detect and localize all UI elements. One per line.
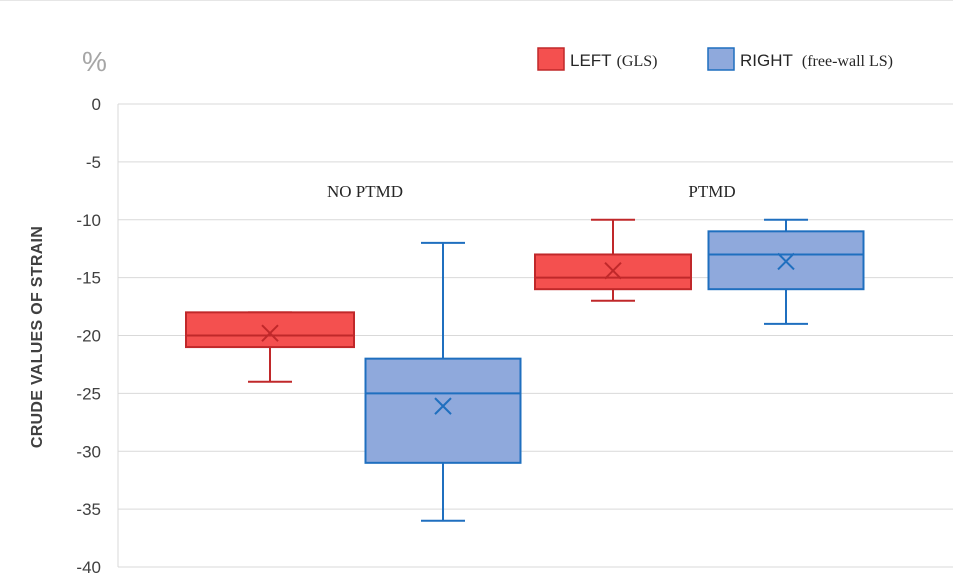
legend: LEFT (GLS) RIGHT (free-wall LS)	[537, 47, 893, 71]
legend-item-right: RIGHT (free-wall LS)	[707, 47, 893, 71]
gridlines	[117, 103, 953, 568]
unit-label: %	[82, 46, 107, 77]
mean-marker	[604, 261, 622, 280]
legend-label: RIGHT (free-wall LS)	[740, 51, 893, 70]
y-tick-labels: 0 -5 -10 -15 -20 -25 -30 -35 -40	[76, 95, 101, 577]
y-tick-label: -30	[76, 442, 101, 461]
legend-swatch	[707, 47, 735, 71]
legend-series-note: (free-wall LS)	[802, 53, 893, 70]
box-left-no-ptmd	[185, 311, 355, 383]
y-tick-label: -20	[76, 327, 101, 346]
iqr-box	[185, 311, 355, 349]
legend-swatch	[537, 47, 565, 71]
mean-marker	[261, 324, 279, 342]
box-left-ptmd	[534, 218, 692, 302]
legend-series-name: RIGHT	[740, 51, 793, 70]
mean-marker	[777, 252, 795, 271]
boxes	[185, 218, 865, 522]
y-tick-label: -10	[76, 211, 101, 230]
legend-label: LEFT (GLS)	[570, 51, 657, 70]
group-label: NO PTMD	[327, 182, 403, 201]
y-tick-label: -40	[76, 558, 101, 577]
y-tick-label: -25	[76, 384, 101, 403]
group-label: PTMD	[688, 182, 735, 201]
y-tick-label: -5	[86, 153, 101, 172]
legend-series-name: LEFT	[570, 51, 612, 70]
group-labels: NO PTMD PTMD	[327, 182, 736, 201]
mean-marker	[434, 397, 452, 415]
box-right-no-ptmd	[364, 241, 522, 522]
y-tick-label: -15	[76, 269, 101, 288]
y-axis-label: CRUDE VALUES OF STRAIN	[29, 226, 46, 448]
legend-series-note: (GLS)	[617, 53, 658, 70]
iqr-box	[364, 357, 522, 464]
y-tick-label: 0	[92, 95, 101, 114]
box-right-ptmd	[707, 218, 865, 325]
legend-item-left: LEFT (GLS)	[537, 47, 657, 71]
y-tick-label: -35	[76, 500, 101, 519]
